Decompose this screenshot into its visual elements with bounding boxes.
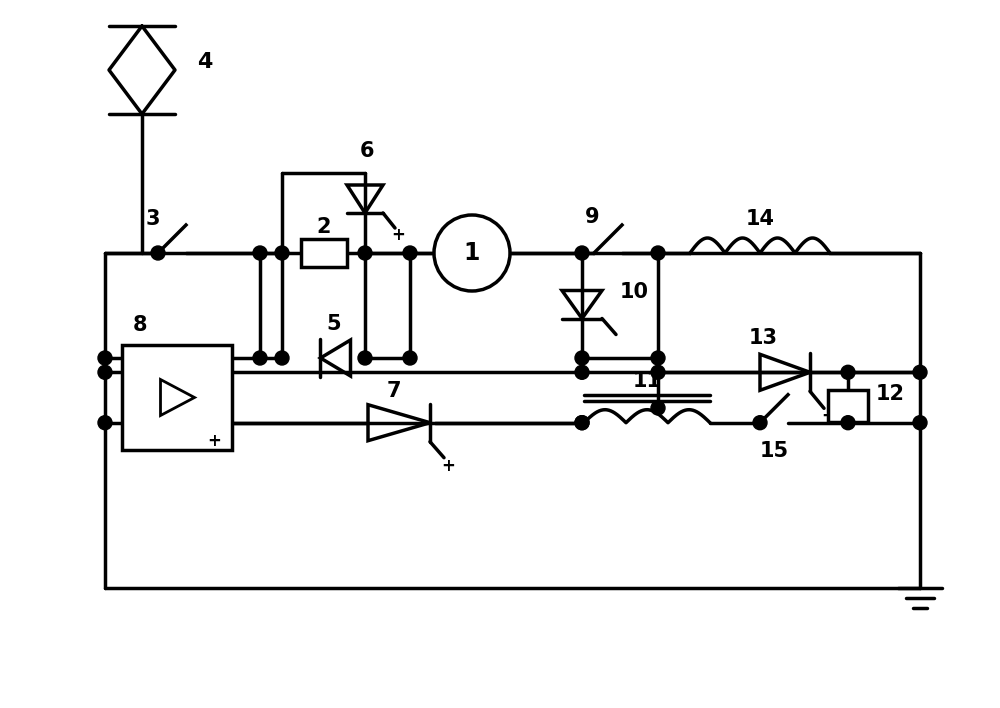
- Circle shape: [841, 365, 855, 379]
- Text: +: +: [391, 226, 405, 244]
- Text: +: +: [441, 457, 455, 474]
- Text: 9: 9: [585, 207, 599, 227]
- Circle shape: [575, 365, 589, 379]
- Text: 7: 7: [387, 381, 401, 401]
- Circle shape: [151, 246, 165, 260]
- Circle shape: [253, 351, 267, 365]
- Circle shape: [913, 416, 927, 430]
- Circle shape: [98, 416, 112, 430]
- Text: 12: 12: [876, 384, 904, 404]
- Text: 1: 1: [464, 241, 480, 265]
- FancyBboxPatch shape: [122, 345, 232, 450]
- Circle shape: [913, 365, 927, 379]
- Circle shape: [575, 416, 589, 430]
- Circle shape: [98, 365, 112, 379]
- Text: 13: 13: [748, 329, 778, 348]
- Circle shape: [575, 246, 589, 260]
- Circle shape: [651, 365, 665, 379]
- Text: 3: 3: [146, 209, 160, 229]
- Circle shape: [575, 416, 589, 430]
- FancyBboxPatch shape: [300, 239, 347, 267]
- Text: 4: 4: [197, 52, 213, 72]
- FancyBboxPatch shape: [828, 390, 868, 422]
- Circle shape: [575, 351, 589, 365]
- Circle shape: [841, 416, 855, 430]
- Circle shape: [651, 246, 665, 260]
- Text: 10: 10: [620, 282, 648, 302]
- Circle shape: [253, 246, 267, 260]
- Circle shape: [358, 351, 372, 365]
- Text: 14: 14: [746, 209, 774, 229]
- Circle shape: [358, 246, 372, 260]
- Text: 8: 8: [133, 315, 147, 335]
- Circle shape: [651, 401, 665, 415]
- Text: 11: 11: [633, 371, 662, 391]
- Text: +: +: [208, 433, 221, 450]
- Circle shape: [275, 246, 289, 260]
- Text: +: +: [821, 407, 835, 426]
- Circle shape: [403, 351, 417, 365]
- Text: 6: 6: [360, 141, 374, 161]
- Text: 15: 15: [759, 440, 789, 461]
- Circle shape: [651, 351, 665, 365]
- Text: 5: 5: [326, 314, 341, 334]
- Circle shape: [275, 351, 289, 365]
- Circle shape: [98, 351, 112, 365]
- Circle shape: [753, 416, 767, 430]
- Circle shape: [403, 246, 417, 260]
- Circle shape: [434, 215, 510, 291]
- Text: 2: 2: [316, 217, 331, 237]
